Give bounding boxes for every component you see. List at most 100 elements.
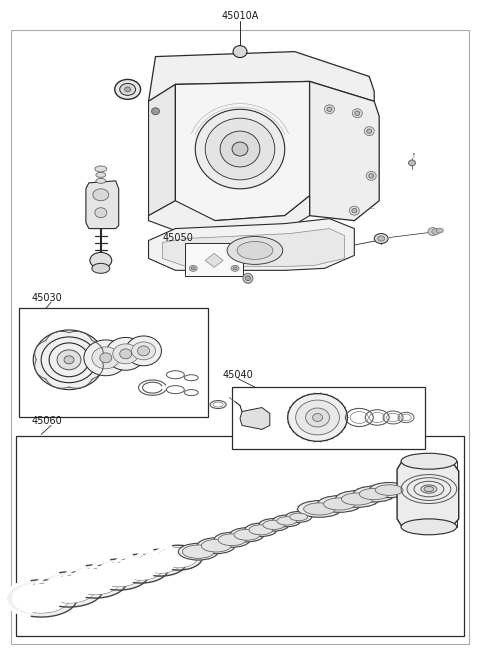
Polygon shape — [205, 253, 223, 267]
Ellipse shape — [92, 347, 120, 369]
Ellipse shape — [13, 584, 69, 613]
Ellipse shape — [126, 336, 161, 365]
Ellipse shape — [353, 486, 395, 502]
Ellipse shape — [95, 166, 107, 172]
Ellipse shape — [141, 552, 180, 573]
Polygon shape — [162, 229, 344, 267]
Ellipse shape — [155, 545, 202, 570]
Ellipse shape — [277, 517, 297, 525]
Ellipse shape — [324, 105, 335, 114]
Ellipse shape — [120, 349, 132, 359]
Text: 45030: 45030 — [31, 293, 62, 303]
Ellipse shape — [205, 118, 275, 180]
Ellipse shape — [70, 569, 120, 595]
Ellipse shape — [296, 400, 339, 435]
Ellipse shape — [378, 236, 384, 241]
Ellipse shape — [324, 498, 355, 510]
Ellipse shape — [304, 503, 336, 515]
Ellipse shape — [436, 228, 444, 233]
Ellipse shape — [96, 178, 106, 183]
Ellipse shape — [92, 263, 110, 273]
Ellipse shape — [232, 142, 248, 156]
Ellipse shape — [120, 83, 136, 96]
Text: 45040: 45040 — [222, 369, 253, 380]
Ellipse shape — [49, 343, 89, 377]
Polygon shape — [148, 219, 354, 271]
Ellipse shape — [152, 108, 159, 115]
Ellipse shape — [401, 453, 457, 469]
Ellipse shape — [195, 109, 285, 189]
Polygon shape — [175, 81, 310, 221]
Polygon shape — [240, 407, 270, 430]
Ellipse shape — [84, 340, 128, 376]
Ellipse shape — [182, 545, 214, 558]
Ellipse shape — [306, 408, 329, 427]
Ellipse shape — [41, 337, 97, 383]
Ellipse shape — [5, 580, 77, 617]
Ellipse shape — [312, 413, 323, 421]
Ellipse shape — [115, 79, 141, 100]
Ellipse shape — [100, 353, 112, 363]
Ellipse shape — [227, 236, 283, 265]
Ellipse shape — [249, 525, 273, 535]
Ellipse shape — [125, 87, 131, 92]
Ellipse shape — [33, 330, 105, 390]
Polygon shape — [397, 461, 459, 527]
Ellipse shape — [336, 491, 379, 508]
Ellipse shape — [233, 46, 247, 58]
Ellipse shape — [318, 496, 361, 512]
Ellipse shape — [369, 483, 409, 498]
Ellipse shape — [134, 549, 186, 576]
Ellipse shape — [197, 538, 235, 553]
Text: 45010A: 45010A — [221, 11, 259, 21]
Ellipse shape — [352, 109, 362, 118]
Ellipse shape — [64, 356, 74, 364]
Ellipse shape — [364, 126, 374, 136]
Ellipse shape — [424, 487, 434, 492]
Ellipse shape — [113, 554, 168, 583]
Ellipse shape — [233, 267, 237, 270]
Ellipse shape — [89, 559, 148, 590]
Ellipse shape — [57, 350, 81, 370]
Ellipse shape — [179, 544, 218, 560]
Ellipse shape — [432, 229, 440, 234]
Ellipse shape — [263, 520, 285, 529]
Ellipse shape — [375, 485, 403, 495]
Polygon shape — [86, 181, 119, 229]
Ellipse shape — [231, 265, 239, 271]
Ellipse shape — [220, 131, 260, 167]
Ellipse shape — [214, 533, 250, 548]
Ellipse shape — [367, 129, 372, 134]
Polygon shape — [148, 52, 374, 102]
Ellipse shape — [93, 189, 109, 200]
Ellipse shape — [43, 576, 95, 603]
Ellipse shape — [298, 500, 341, 517]
Ellipse shape — [96, 563, 142, 586]
Text: 45050: 45050 — [162, 233, 193, 242]
Ellipse shape — [63, 565, 127, 598]
Ellipse shape — [106, 337, 145, 370]
Ellipse shape — [218, 534, 246, 546]
Ellipse shape — [286, 512, 312, 522]
Polygon shape — [232, 386, 425, 449]
Ellipse shape — [90, 252, 112, 269]
Ellipse shape — [355, 111, 360, 115]
Ellipse shape — [96, 172, 106, 178]
Ellipse shape — [349, 206, 360, 215]
Ellipse shape — [159, 548, 197, 567]
Ellipse shape — [201, 540, 231, 552]
Ellipse shape — [408, 160, 416, 166]
Ellipse shape — [95, 208, 107, 217]
Ellipse shape — [327, 107, 332, 111]
Polygon shape — [148, 84, 175, 215]
Polygon shape — [310, 81, 379, 221]
Ellipse shape — [401, 519, 457, 534]
Ellipse shape — [352, 208, 357, 213]
Ellipse shape — [132, 342, 156, 360]
Ellipse shape — [341, 493, 373, 505]
Ellipse shape — [259, 519, 288, 531]
Ellipse shape — [290, 513, 308, 521]
Ellipse shape — [138, 346, 150, 356]
Ellipse shape — [243, 273, 253, 283]
Ellipse shape — [230, 528, 264, 542]
